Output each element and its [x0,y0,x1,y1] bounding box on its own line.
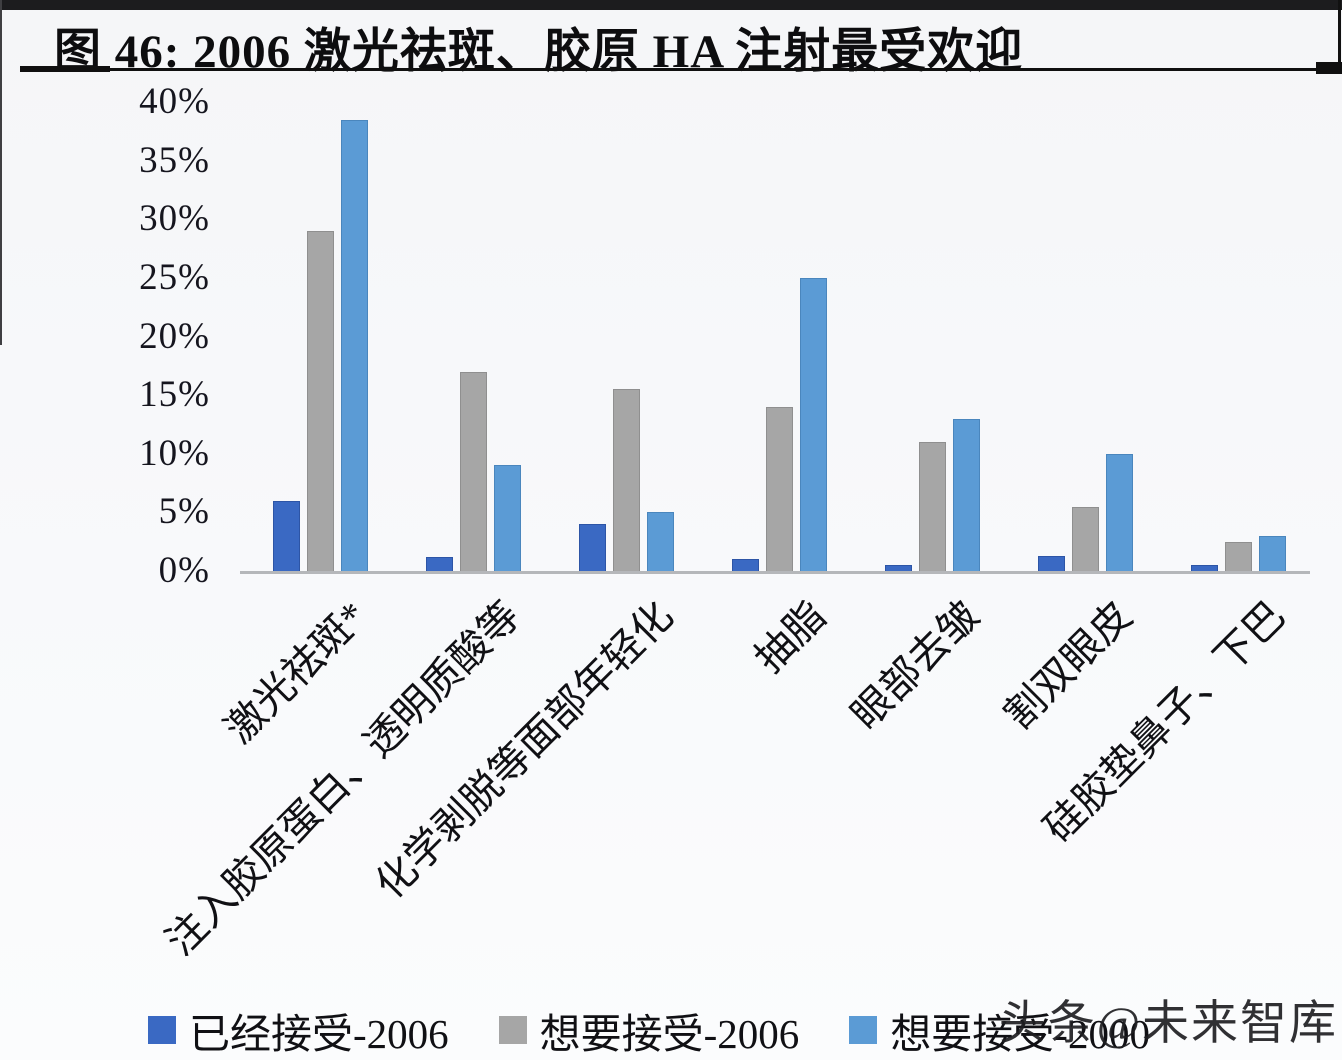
bar [341,119,368,571]
y-axis-tick-label: 30% [139,198,210,240]
legend-label: 想要接受-2000 [890,1011,1150,1057]
legend-label: 已经接受-2006 [189,1011,449,1057]
legend-swatch-icon [498,1016,527,1044]
y-axis-tick-label: 5% [158,491,210,533]
x-axis-category-label: 割双眼皮 [995,592,1141,738]
bar [953,418,980,571]
bar [613,389,640,571]
bar-group [579,389,674,571]
x-axis-category-label: 化学剥脱等面部年轻化 [366,592,682,908]
bar [460,371,487,571]
bar-group [273,119,368,571]
y-axis-tick-label: 10% [139,432,210,474]
bar [647,512,674,571]
chart-legend: 已经接受-2006 想要接受-2006 想要接受-2000 [148,1000,1150,1060]
bar [885,565,912,571]
bar [307,230,334,571]
bar [1072,506,1099,571]
y-axis-tick-label: 15% [139,374,210,416]
legend-swatch-icon [148,1016,176,1044]
y-axis-tick-label: 40% [139,81,210,122]
x-axis-category-label: 眼部去皱 [842,592,988,738]
legend-item: 想要接受-2006 [498,1000,800,1060]
bar [732,559,759,571]
bar-group [885,418,980,571]
title-underline-endcap [1316,62,1342,74]
bar-group [426,371,521,571]
bar-group [732,277,827,571]
bar [1191,565,1218,571]
x-axis-category-label: 激光祛斑* [216,592,376,752]
bar-group [1038,453,1133,571]
legend-label: 想要接受-2006 [539,1011,800,1057]
bar [494,465,521,571]
bar [1259,535,1286,571]
bar [1225,541,1252,571]
legend-item: 想要接受-2000 [849,1000,1150,1060]
y-axis-tick-label: 0% [158,550,210,591]
bar [1106,453,1133,571]
title-underline-start [20,66,110,72]
bar [273,500,300,571]
left-edge-line [0,0,2,345]
bar [766,406,793,571]
watermark-text: 头条@未来智库 [998,998,1338,1050]
legend-swatch-icon [849,1016,878,1044]
bar [579,524,606,571]
title-underline [20,68,1342,71]
bar [800,277,827,571]
legend-item: 已经接受-2006 [148,1000,449,1060]
bar [1038,555,1065,571]
right-edge-line [1338,0,1341,74]
bar [426,556,453,571]
bar-group [1191,535,1286,571]
y-axis-tick-label: 20% [139,315,210,357]
x-axis-category-label: 抽脂 [746,592,835,682]
top-black-border [0,0,1342,10]
bar [919,442,946,571]
y-axis-tick-label: 25% [139,256,210,298]
x-axis-line [240,571,1310,574]
y-axis-tick-label: 35% [139,139,210,181]
